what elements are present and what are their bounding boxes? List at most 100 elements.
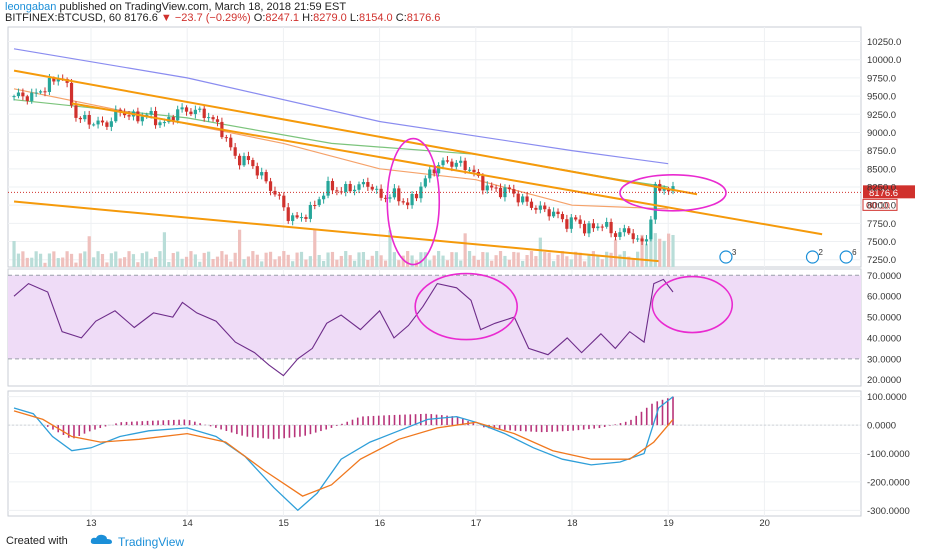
author-link[interactable]: leongaban	[5, 1, 57, 13]
candle-body	[653, 183, 657, 220]
candle-body	[308, 205, 312, 219]
candle-body	[512, 189, 516, 194]
volume-bar	[198, 261, 202, 267]
volume-bar	[211, 258, 215, 267]
volume-bar	[299, 251, 304, 267]
time-axis-tick: 14	[182, 518, 193, 529]
candle-body	[330, 181, 335, 191]
volume-bar	[454, 252, 458, 267]
candle-body	[242, 156, 246, 166]
last-price-tag	[863, 185, 915, 199]
moving-averages	[13, 48, 669, 210]
candle-body	[140, 116, 144, 122]
volume-bar	[481, 252, 485, 267]
rsi-overbought-oversold-band	[8, 275, 861, 359]
rsi-axis-tick: 40.0000	[867, 333, 901, 344]
rsi-line	[13, 278, 674, 377]
candle-body	[578, 219, 582, 224]
volume-bar	[631, 259, 635, 267]
candle-body	[596, 226, 600, 229]
candle-body	[207, 117, 211, 119]
volume-bar	[459, 260, 463, 267]
volume-bar	[622, 251, 626, 267]
volume-bar	[618, 254, 622, 267]
candle-body	[105, 122, 109, 127]
open-value: 8247.1	[265, 12, 300, 24]
volume-bar	[30, 257, 34, 267]
volume-bar	[308, 256, 312, 267]
candle-body	[472, 169, 476, 173]
candle-body	[25, 96, 29, 101]
candle-body	[644, 239, 649, 242]
price-axis-tick: 9500.0	[867, 92, 896, 103]
candle-body	[184, 107, 189, 112]
last-price: 8176.6	[124, 12, 158, 24]
price-axis-tick: 7250.0	[867, 255, 896, 266]
price-axis-tick: 9250.0	[867, 110, 896, 121]
signal-line-path	[13, 410, 674, 497]
volume-bar	[326, 252, 330, 267]
chart-canvas[interactable]: 8176.600:1010250.010000.09750.09500.0925…	[0, 0, 932, 530]
candle-body	[335, 190, 339, 192]
candle-body	[666, 188, 671, 192]
volume-bar	[547, 252, 551, 267]
volume-bar	[605, 251, 609, 267]
candle-body	[260, 172, 264, 176]
high-label: H:	[302, 12, 314, 24]
volume-bar	[237, 229, 242, 267]
candle-body	[437, 165, 441, 174]
volume-bar	[153, 256, 158, 267]
candle-body	[525, 196, 529, 202]
volume-bar	[317, 254, 321, 267]
price-axis-tick: 10250.0	[867, 37, 901, 48]
candle-body	[388, 197, 392, 199]
candle-body	[507, 187, 511, 190]
volume-bar	[375, 251, 379, 267]
calendar-event-count: 6	[852, 248, 857, 257]
volume-bar	[494, 255, 498, 267]
candle-body	[357, 184, 361, 190]
close-value: 8176.6	[406, 12, 441, 24]
volume-bar	[78, 253, 82, 267]
price-axis-tick: 9750.0	[867, 73, 896, 84]
volume-bar	[410, 255, 414, 267]
annotation-ellipse-price-mid	[386, 137, 441, 266]
candle-body	[569, 217, 573, 229]
time-axis-tick: 18	[567, 518, 578, 529]
volume-bar	[361, 252, 366, 267]
candle-body	[246, 156, 251, 161]
candle-body	[224, 137, 228, 139]
volume-bar	[167, 261, 171, 267]
volume-bar	[136, 262, 140, 267]
candle-body	[547, 209, 551, 217]
candle-body	[255, 166, 259, 176]
price-axis-tick: 8500.0	[867, 164, 896, 175]
candle-body	[423, 178, 427, 187]
price-axis-tick: 8250.0	[867, 183, 896, 194]
volume-bar	[56, 258, 60, 267]
candle-body	[291, 215, 295, 222]
candle-body	[441, 160, 445, 166]
volume-bar	[437, 251, 441, 267]
volume-bar	[21, 251, 25, 267]
volume-bar	[397, 260, 401, 267]
volume-bar	[432, 255, 436, 267]
candle-body	[613, 233, 618, 237]
volume-bar	[255, 254, 259, 267]
candle-body	[87, 115, 91, 125]
close-label: C:	[395, 12, 407, 24]
change-value: −23.7 (−0.29%)	[174, 12, 251, 24]
volume-bar	[574, 251, 578, 267]
candle-body	[211, 117, 215, 120]
tradingview-brand[interactable]: TradingView	[118, 535, 185, 549]
volume-bar	[65, 251, 69, 267]
rsi-band	[8, 274, 861, 360]
candle-body	[38, 91, 43, 93]
candle-body	[574, 217, 578, 220]
candle-body	[344, 184, 348, 192]
candle-body	[428, 169, 432, 179]
rsi-axis-tick: 50.0000	[867, 313, 901, 324]
candle-body	[631, 233, 635, 240]
candle-body	[286, 207, 290, 222]
candle-body	[671, 186, 675, 192]
